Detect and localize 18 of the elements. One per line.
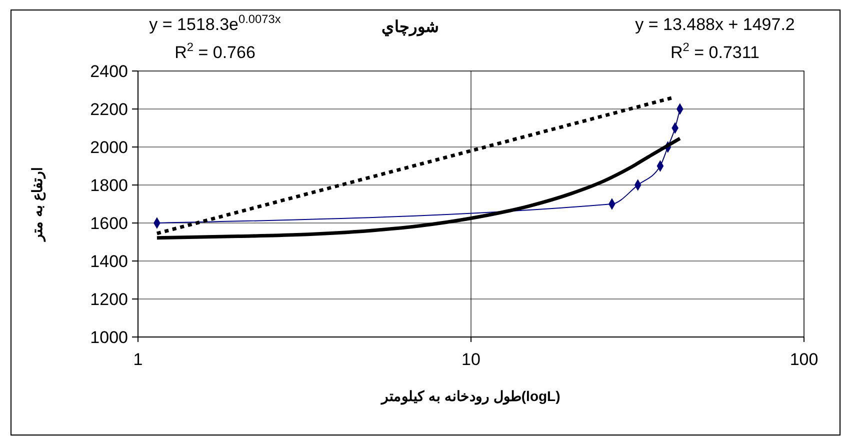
chart-title: شورچاي	[382, 19, 438, 37]
y-tick-label: 1800	[90, 176, 128, 195]
x-tick-label: 1	[133, 350, 143, 369]
x-tick-label: 10	[462, 350, 480, 369]
y-tick-label: 2200	[90, 100, 128, 119]
y-tick-label: 1600	[90, 214, 128, 233]
y-axis-title: ارتفاع به متر	[29, 167, 46, 242]
x-tick-label: 100	[790, 350, 818, 369]
text: R$^{2}$ = 0.7311	[670, 40, 760, 62]
text: R$^{2}$ = 0.766	[174, 40, 256, 62]
y-tick-label: 2000	[90, 138, 128, 157]
text: y = 13.488x + 1497.2	[635, 15, 795, 34]
y-tick-label: 2400	[90, 62, 128, 81]
y-tick-label: 1000	[90, 328, 128, 347]
text: y = 1518.3e$^{0.0073x}$	[149, 12, 281, 34]
x-axis-title: طول رودخانه به كيلومتر(logL)	[380, 388, 560, 405]
y-tick-label: 1400	[90, 252, 128, 271]
y-tick-label: 1200	[90, 290, 128, 309]
